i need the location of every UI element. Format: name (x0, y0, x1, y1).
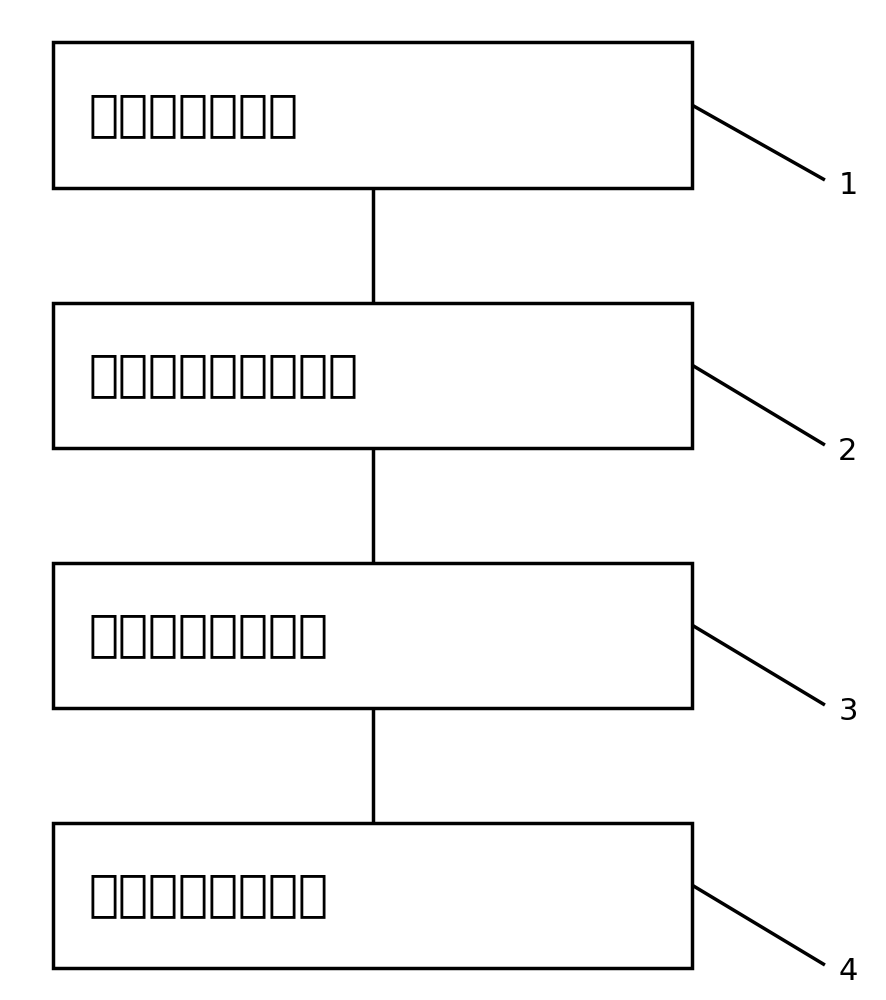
Text: 温度数据合成模块: 温度数据合成模块 (89, 611, 329, 659)
Bar (53, 562, 691, 708)
Text: 4: 4 (837, 958, 857, 986)
Text: 温度数据校正模块: 温度数据校正模块 (89, 871, 329, 919)
Bar (53, 302, 691, 448)
Text: 3: 3 (837, 698, 857, 726)
Text: 温度数据预处理模块: 温度数据预处理模块 (89, 351, 358, 399)
Bar (53, 822, 691, 968)
Bar (53, 42, 691, 188)
Text: 光纤测温传感器: 光纤测温传感器 (89, 91, 299, 139)
Text: 2: 2 (837, 438, 857, 466)
Text: 1: 1 (837, 170, 857, 200)
